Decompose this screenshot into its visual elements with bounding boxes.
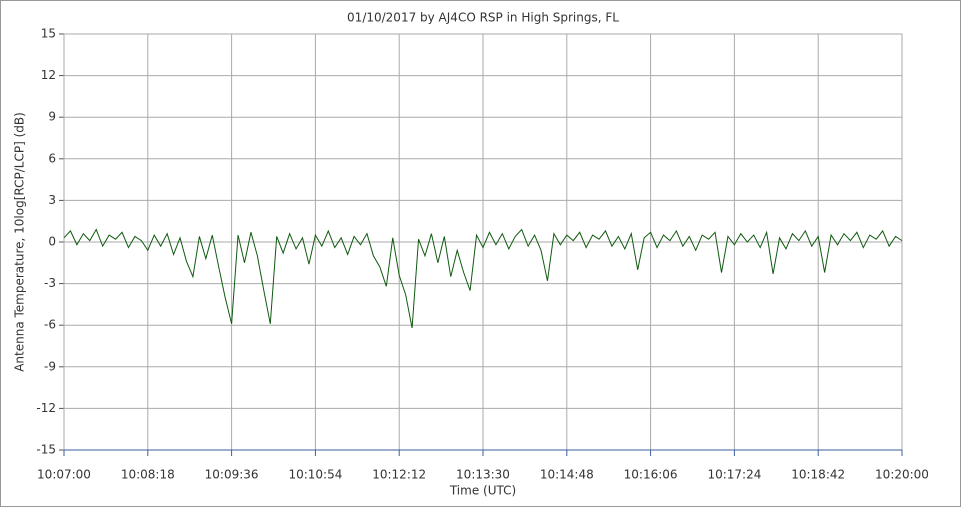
y-tick-label: 3 — [48, 193, 56, 207]
x-tick-label: 10:09:36 — [205, 468, 259, 482]
x-tick-label: 10:10:54 — [288, 468, 342, 482]
x-tick-label: 10:20:00 — [875, 468, 929, 482]
x-tick-label: 10:13:30 — [456, 468, 510, 482]
y-tick-label: 15 — [41, 27, 56, 41]
y-tick-label: 12 — [41, 68, 56, 82]
y-tick-label: -15 — [36, 443, 56, 457]
x-tick-label: 10:12:12 — [372, 468, 426, 482]
data-line — [63, 228, 903, 329]
y-tick-label: -6 — [44, 318, 56, 332]
x-tick-label: 10:16:06 — [624, 468, 678, 482]
y-tick-label: -9 — [44, 359, 56, 373]
x-tick-label: 10:18:42 — [791, 468, 845, 482]
y-tick-label: 0 — [48, 235, 56, 249]
x-tick-label: 10:14:48 — [540, 468, 594, 482]
x-tick-label: 10:08:18 — [121, 468, 175, 482]
y-axis-label: Antenna Temperature, 10log[RCP/LCP] (dB) — [13, 112, 27, 372]
y-tick-label: 9 — [48, 110, 56, 124]
y-tick-label: 6 — [48, 151, 56, 165]
x-tick-label: 10:07:00 — [37, 468, 91, 482]
x-axis-label: Time (UTC) — [449, 484, 516, 498]
y-tick-label: -12 — [36, 401, 56, 415]
x-tick-label: 10:17:24 — [707, 468, 761, 482]
y-tick-label: -3 — [44, 276, 56, 290]
chart-title: 01/10/2017 by AJ4CO RSP in High Springs,… — [347, 11, 619, 25]
